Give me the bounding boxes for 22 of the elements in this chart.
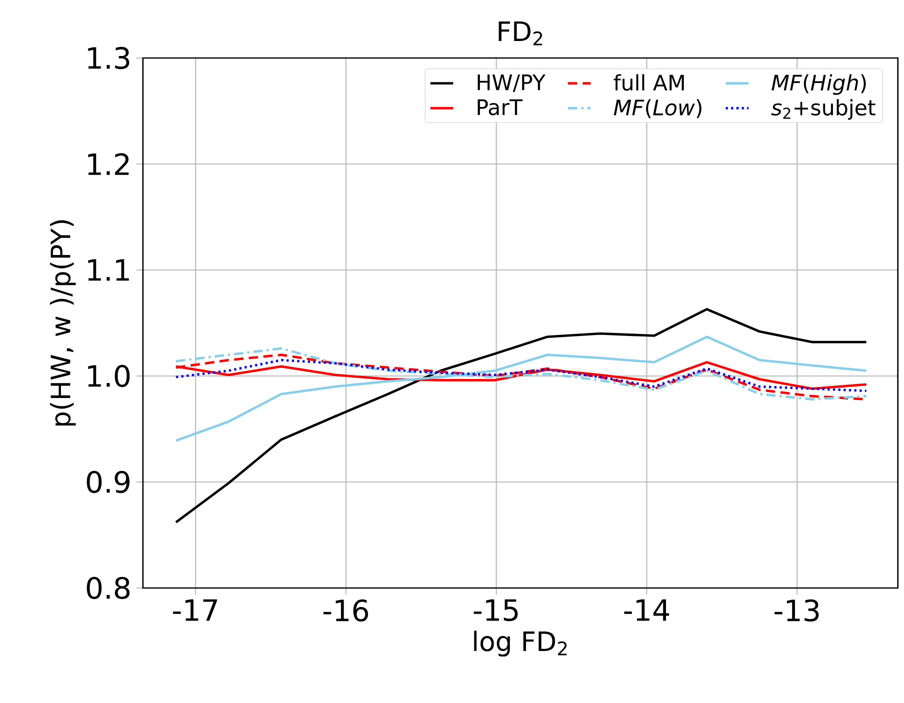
y-axis-title: p(HW, w )/p(PY) (50, 220, 76, 426)
chart-title: FD$_{2}$ (498, 22, 542, 46)
y-tick-label: 1.0 (88, 364, 130, 388)
y-tick-label: 0.9 (86, 470, 130, 494)
legend-label: MF(High) (772, 74, 866, 95)
x-tick-label: -14 (624, 599, 670, 621)
y-tick-label: 1.1 (88, 259, 129, 281)
legend-label: HW/PY (478, 74, 546, 92)
line-series (174, 336, 868, 442)
x-axis-title: log FD$_{2}$ (474, 630, 567, 657)
y-tick-label: 0.8 (86, 576, 130, 600)
legend-label: full AM (614, 74, 684, 91)
legend-label: MF(Low) (614, 99, 702, 118)
x-tick-label: -15 (474, 599, 518, 622)
x-tick-label: -16 (323, 599, 368, 622)
legend-label: ParT (478, 99, 523, 116)
line-series (174, 308, 868, 524)
y-tick-label: 1.3 (88, 46, 130, 70)
y-tick-label: 1.2 (88, 153, 129, 175)
x-tick-label: -13 (774, 599, 819, 622)
legend-label: s$_{2}$+subjet (771, 99, 876, 120)
x-tick-label: -17 (173, 599, 218, 621)
